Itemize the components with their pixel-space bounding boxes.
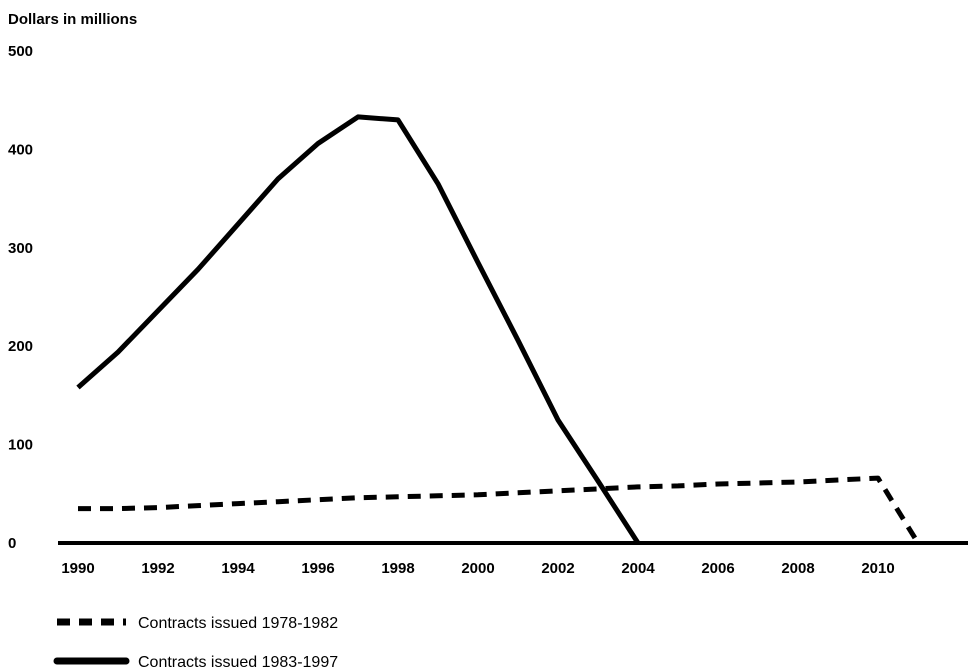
x-tick-label: 1992 — [141, 560, 174, 577]
x-tick-label: 2002 — [541, 560, 574, 577]
legend-label: Contracts issued 1978-1982 — [138, 615, 338, 632]
series-line-dashed — [78, 475, 921, 545]
y-tick-label: 0 — [8, 535, 16, 552]
x-tick-label: 1990 — [61, 560, 94, 577]
x-tick-label: 2010 — [861, 560, 894, 577]
x-axis-ticks: 1990 1992 1994 1996 1998 2000 2002 2004 2006 2008… — [61, 560, 894, 577]
y-tick-label: 200 — [8, 338, 33, 355]
y-tick-label: 100 — [8, 437, 33, 454]
x-tick-label: 2008 — [781, 560, 814, 577]
legend-label: Contracts issued 1983-1997 — [138, 654, 338, 671]
x-tick-label: 2000 — [461, 560, 494, 577]
x-tick-label: 1994 — [221, 560, 255, 577]
series-line-solid — [76, 114, 641, 545]
y-tick-label: 300 — [8, 240, 33, 257]
y-tick-label: 400 — [8, 141, 33, 158]
legend: Contracts issued 1978-1982 Contracts issu… — [53, 615, 338, 671]
y-axis-ticks: 0 100 200 300 400 500 — [8, 43, 33, 552]
y-tick-label: 500 — [8, 43, 33, 60]
series-layer — [76, 114, 921, 545]
x-tick-label: 2006 — [701, 560, 734, 577]
x-tick-label: 1998 — [381, 560, 414, 577]
x-tick-label: 2004 — [621, 560, 655, 577]
x-tick-label: 1996 — [301, 560, 334, 577]
y-axis-label: Dollars in millions — [8, 11, 137, 28]
